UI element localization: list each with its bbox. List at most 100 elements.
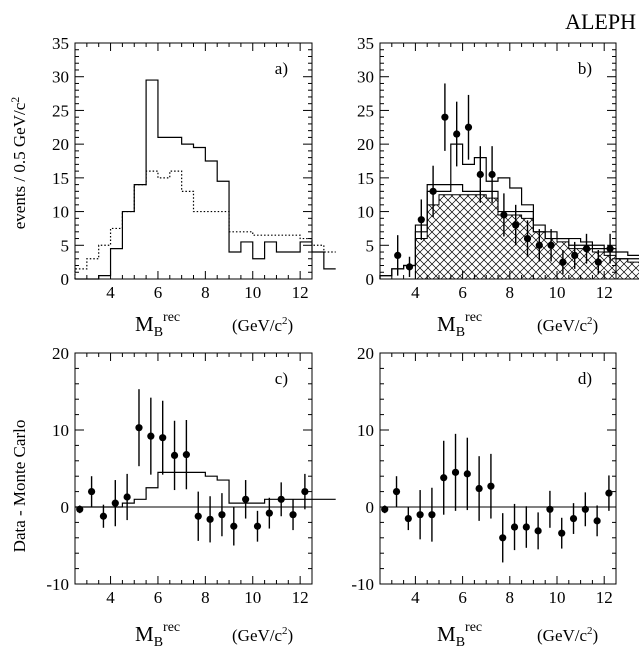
- data-point: [76, 505, 84, 513]
- panel-a-label: a): [275, 59, 288, 78]
- data-point: [441, 113, 449, 121]
- panel-b-label: b): [578, 59, 592, 78]
- data-point: [206, 515, 214, 523]
- data-point: [394, 251, 402, 259]
- panel-c: 4 6 8 10 12 -10 0 10 20 c): [46, 344, 336, 607]
- y-tick-label: 15: [52, 169, 69, 188]
- data-point: [451, 468, 460, 476]
- data-point: [463, 470, 471, 478]
- panel-b-hist-hatched: [380, 194, 639, 280]
- panel-d-label: d): [578, 369, 592, 388]
- panel-a-hist-solid: [75, 79, 336, 280]
- y-tick-label: 0: [61, 270, 70, 289]
- data-point: [135, 424, 143, 432]
- x-tick-label: 12: [596, 588, 613, 607]
- data-point: [512, 221, 520, 229]
- svg-text:(GeV/c2): (GeV/c2): [537, 625, 598, 645]
- data-point: [277, 495, 285, 503]
- data-point: [476, 170, 484, 179]
- x-tick-label: 4: [106, 283, 115, 302]
- data-point: [392, 488, 401, 496]
- svg-text:(GeV/c2): (GeV/c2): [232, 315, 293, 335]
- data-point: [569, 514, 578, 523]
- data-point: [594, 258, 602, 266]
- panel-d: 4 6 8 10 12 -10 0 10 20 d): [351, 344, 617, 607]
- data-point: [404, 514, 412, 523]
- svg-text:MBrec: MBrec: [437, 620, 482, 649]
- y-tick-label: 15: [357, 169, 374, 188]
- svg-text:MBrec: MBrec: [135, 620, 180, 649]
- data-point: [159, 434, 167, 442]
- data-point: [571, 251, 579, 259]
- svg-text:(GeV/c2): (GeV/c2): [232, 625, 293, 645]
- svg-text:MBrec: MBrec: [135, 310, 180, 340]
- x-tick-label: 6: [154, 588, 163, 607]
- data-point: [500, 211, 508, 219]
- data-point: [547, 241, 555, 249]
- y-tick-label: 20: [52, 344, 69, 363]
- x-tick-label: 6: [458, 588, 467, 607]
- data-point: [253, 522, 262, 530]
- y-tick-label: 10: [357, 421, 374, 440]
- data-point: [230, 522, 238, 530]
- data-point: [381, 505, 389, 513]
- x-tick-label: 10: [244, 283, 261, 302]
- data-point: [534, 527, 542, 535]
- y-tick-label: 0: [366, 498, 375, 517]
- data-point: [170, 451, 179, 460]
- data-point: [535, 241, 543, 249]
- x-axis-title-c: MBrec (GeV/c2): [135, 620, 293, 649]
- y-tick-label: 35: [357, 34, 374, 53]
- x-tick-label: 4: [106, 588, 115, 607]
- x-tick-label: 8: [201, 588, 210, 607]
- x-tick-label: 8: [201, 283, 210, 302]
- data-point: [416, 511, 424, 519]
- svg-text:(GeV/c2): (GeV/c2): [537, 315, 598, 335]
- data-point: [194, 512, 202, 520]
- y-tick-label: 5: [61, 236, 70, 255]
- data-point: [488, 170, 496, 179]
- data-point: [606, 245, 614, 253]
- data-point: [510, 523, 519, 531]
- data-point: [123, 493, 131, 501]
- y-tick-label: 30: [357, 68, 374, 87]
- x-tick-label: 12: [596, 283, 613, 302]
- x-tick-label: 6: [154, 283, 163, 302]
- data-point: [301, 488, 309, 496]
- x-tick-label: 12: [292, 588, 309, 607]
- panel-c-hist-solid: [75, 471, 336, 508]
- data-point: [464, 123, 473, 131]
- y-tick-label: 5: [366, 236, 375, 255]
- data-point: [428, 511, 436, 519]
- data-point: [582, 245, 591, 253]
- data-point: [475, 484, 483, 493]
- y-axis-title-bottom: Data - Monte Carlo: [10, 420, 29, 553]
- data-point: [440, 474, 448, 482]
- y-tick-label: 20: [52, 135, 69, 154]
- y-tick-label: 25: [52, 101, 69, 120]
- experiment-label: ALEPH: [565, 9, 636, 34]
- x-tick-label: 10: [244, 588, 261, 607]
- data-point: [111, 499, 119, 507]
- x-tick-label: 6: [458, 283, 467, 302]
- x-tick-label: 10: [549, 588, 566, 607]
- x-tick-label: 12: [292, 283, 309, 302]
- y-tick-label: 30: [52, 68, 69, 87]
- data-point: [499, 534, 507, 542]
- data-point: [242, 495, 250, 503]
- y-tick-label: 25: [357, 101, 374, 120]
- data-point: [218, 511, 226, 519]
- data-point: [605, 489, 613, 497]
- panel-b-hist-solid: [379, 184, 639, 279]
- x-axis-title-a: MBrec (GeV/c2): [135, 310, 293, 340]
- data-point: [581, 505, 589, 513]
- data-point: [546, 505, 554, 513]
- y-tick-label: 0: [61, 498, 70, 517]
- x-tick-label: 8: [506, 283, 515, 302]
- y-tick-label: 10: [52, 203, 69, 222]
- data-point: [405, 263, 414, 271]
- y-tick-label: -10: [351, 575, 374, 594]
- panel-c-label: c): [275, 369, 288, 388]
- y-tick-label: 10: [357, 203, 374, 222]
